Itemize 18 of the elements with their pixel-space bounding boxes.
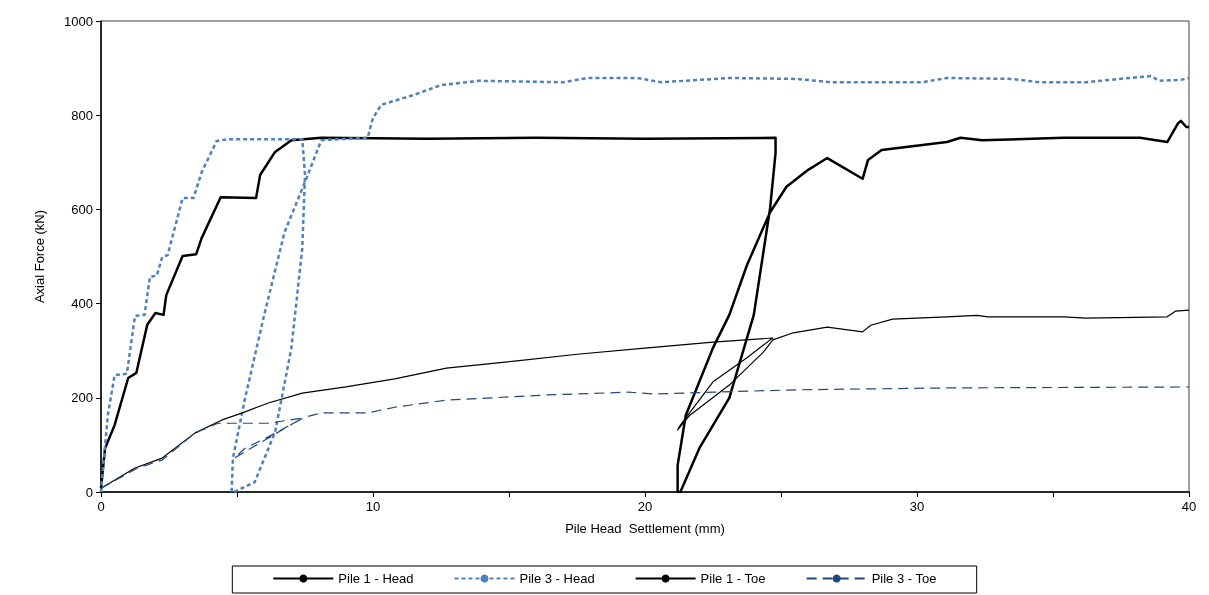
y-tick-label: 1000 [64,13,93,29]
legend-label: Pile 3 - Toe [871,571,937,586]
x-tick-label: 20 [637,499,653,514]
x-axis-title: Pile Head Settlement (mm) [565,521,725,536]
y-tick-label: 400 [71,296,93,312]
y-axis-title: Axial Force (kN) [32,209,47,304]
legend-label: Pile 1 - Head [338,571,414,586]
y-tick-label: 200 [71,390,93,406]
x-tick-label: 0 [97,499,105,514]
legend-label: Pile 1 - Toe [700,571,766,586]
y-tick-label: 600 [71,201,93,217]
legend-label: Pile 3 - Head [519,571,595,586]
y-tick-label: 800 [71,107,93,123]
y-tick-label: 0 [85,484,93,500]
x-tick-label: 30 [909,499,925,514]
x-tick-label: 40 [1181,499,1197,514]
x-tick-label: 10 [365,499,381,514]
line-series [100,386,1190,489]
